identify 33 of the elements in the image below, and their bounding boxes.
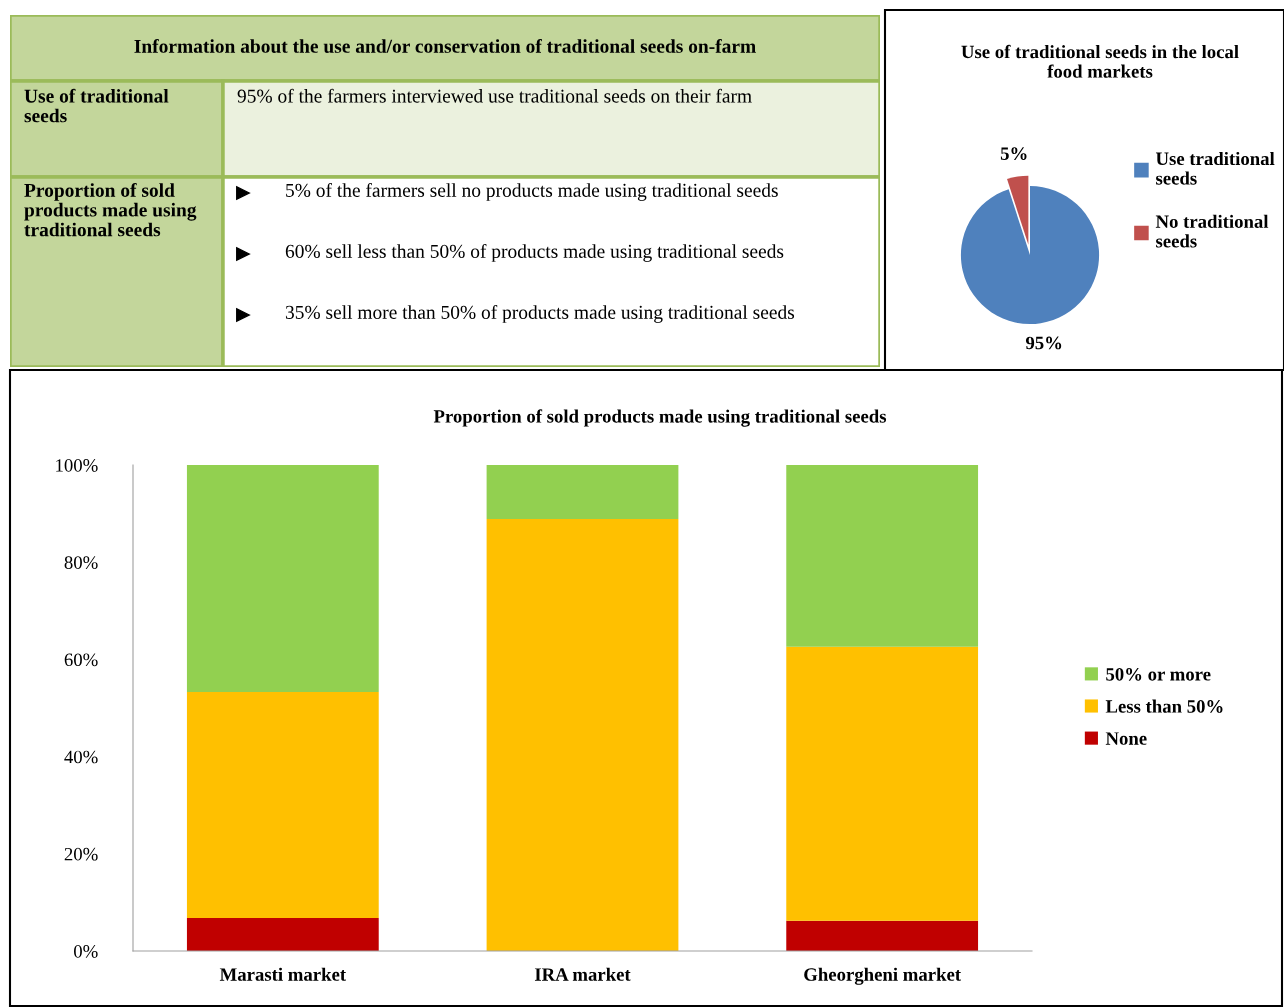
x-tick-label: Gheorgheni market [804, 967, 961, 985]
bar [186, 691, 379, 918]
legend-label: Less than 50% [1105, 699, 1223, 713]
y-tick-label: 0% [74, 945, 98, 958]
data-label: 95% [1025, 336, 1062, 350]
text: Information about the use and/or conservation of traditional seeds on-farm [134, 38, 756, 53]
chart-title: Proportion of sold products made using traditional seeds [433, 409, 887, 427]
data-label: 5% [1000, 147, 1027, 160]
legend-label: No traditional seeds [1155, 214, 1269, 248]
text: Proportion of sold products made using traditional seeds [24, 183, 197, 237]
text: 95% of the farmers interviewed use traditional seeds on their farm [237, 88, 752, 103]
x-tick-label: Marasti market [219, 967, 347, 981]
y-tick-label: 100% [56, 459, 98, 472]
text: 60% sell less than 50% of products made using traditional seeds [285, 244, 784, 262]
legend-label: None [1105, 732, 1147, 745]
y-tick-label: 40% [64, 750, 98, 764]
bar [786, 646, 979, 921]
bar [486, 518, 679, 951]
legend-label: 50% or more [1106, 667, 1211, 681]
text: Use of traditional seeds [24, 88, 169, 123]
x-tick-label: IRA market [534, 967, 631, 981]
bar [486, 465, 679, 519]
text: 5% of the farmers sell no products made using traditional seeds [286, 183, 778, 201]
bar [186, 917, 379, 951]
chart-title: Use of traditional seeds in the local food markets [961, 44, 1239, 78]
legend-label: Use traditional seeds [1155, 151, 1275, 185]
y-tick-label: 20% [64, 847, 98, 861]
bar [186, 465, 379, 692]
bar [786, 465, 979, 647]
y-tick-label: 60% [64, 653, 98, 667]
bar [786, 920, 979, 951]
text: 35% sell more than 50% of products made using traditional seeds [285, 305, 795, 323]
y-tick-label: 80% [64, 556, 98, 569]
